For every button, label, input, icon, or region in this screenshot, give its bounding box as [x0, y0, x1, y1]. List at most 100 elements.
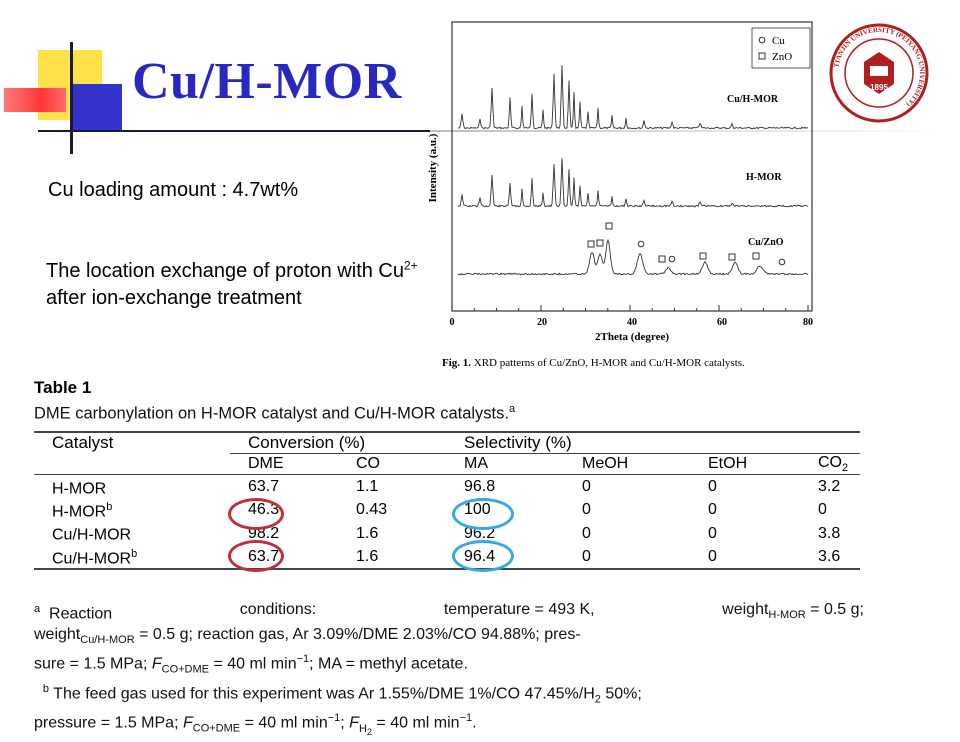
footnote-a-head-wrap: a Reaction — [34, 600, 112, 625]
footnote-a-line3-pre: sure = 1.5 MPa; — [34, 655, 152, 673]
legend-cu-marker — [758, 36, 766, 44]
catalyst-name: Cu/H-MOR — [52, 550, 132, 567]
zno-peak-marker — [605, 222, 613, 230]
xtick-40: 40 — [627, 317, 637, 328]
slide-title: Cu/H-MOR — [132, 53, 402, 110]
table-label: Table 1 — [34, 378, 92, 397]
zno-peak-marker — [752, 252, 760, 260]
footnote-a-line3-post: ; MA = methyl acetate. — [309, 655, 468, 673]
cell-co: 0.43 — [356, 501, 388, 519]
table-row: Cu/H-MORb 63.7 1.6 96.4 0 0 3.6 — [34, 544, 860, 571]
footnote-a-line2-rest: = 0.5 g; reaction gas, Ar 3.09%/DME 2.03… — [134, 626, 581, 644]
table-row: Cu/H-MOR 98.2 1.6 96.2 0 0 3.8 — [34, 521, 860, 544]
catalyst-name: H-MOR — [52, 503, 107, 521]
footnote-b-line2-f: F — [182, 714, 193, 732]
footnote-b-line1-text: The feed gas used for this experiment wa… — [49, 685, 595, 703]
cell-ma: 96.8 — [446, 473, 564, 499]
group-conversion: Conversion (%) — [230, 430, 446, 454]
location-text-sup: 2+ — [404, 258, 418, 273]
table-title: DME carbonylation on H-MOR catalyst and … — [34, 398, 864, 425]
sub-co2-base: CO — [818, 453, 842, 471]
footnote-a-weight-sub: H-MOR — [768, 609, 806, 622]
cell-co2: 3.2 — [800, 473, 860, 499]
curve-label-h-mor: H-MOR — [746, 172, 782, 183]
cu-peak-marker — [637, 240, 645, 248]
table-title-sup: a — [508, 403, 516, 415]
zno-peak-marker — [587, 240, 595, 248]
cell-catalyst: H-MORb — [34, 498, 230, 521]
sub-co2: CO2 — [800, 453, 860, 474]
xtick-20: 20 — [537, 317, 547, 328]
xrd-xticks — [451, 305, 809, 311]
decor-blue-block — [70, 84, 122, 132]
footnote-a-line2-weight: weight — [34, 626, 81, 644]
xrd-curve-cu-zno — [457, 238, 809, 276]
footnote-b-line1-end: 50%; — [600, 685, 642, 703]
cell-co2: 0 — [818, 501, 827, 519]
curve-label-cu-zno: Cu/ZnO — [748, 237, 784, 248]
figure-caption: Fig. 1. XRD patterns of Cu/ZnO, H-MOR an… — [442, 357, 745, 369]
footnote-a-line3-f: F — [151, 655, 162, 673]
legend-zno-marker — [758, 52, 766, 60]
cell-catalyst: Cu/H-MORb — [34, 544, 230, 571]
footnote-a-line3-sub: CO+DME — [161, 663, 209, 676]
xrd-legend-box — [751, 27, 811, 69]
cell-co: 1.6 — [356, 524, 379, 542]
footnote-b-line2-val: = 40 ml min — [240, 714, 328, 732]
curve-label-cu-h-mor: Cu/H-MOR — [727, 94, 779, 105]
table-row: H-MOR 63.7 1.1 96.8 0 0 3.2 — [34, 473, 860, 499]
footnote-a-line1: a Reaction conditions: temperature = 493… — [34, 600, 864, 625]
xrd-ylabel: Intensity (a.u.) — [427, 133, 439, 202]
footnote-a-line3: sure = 1.5 MPa; FCO+DME = 40 ml min−1; M… — [34, 650, 864, 680]
xtick-0: 0 — [450, 317, 455, 328]
zno-peak-marker — [699, 252, 707, 260]
footnote-b-line2-sub: CO+DME — [192, 722, 241, 735]
footnote-a-weight: weight — [722, 601, 769, 618]
footnote-b-line2-end: . — [472, 714, 477, 732]
decor-vertical-line — [70, 42, 73, 154]
location-text-pre: The location exchange of proton with Cu — [46, 260, 404, 282]
location-exchange-text: The location exchange of proton with Cu2… — [46, 258, 436, 312]
dme-table: Catalyst Conversion (%) Selectivity (%) … — [34, 430, 860, 571]
sub-dme: DME — [248, 454, 284, 472]
highlight-circle-blue-cuhmor-ma — [452, 540, 514, 572]
sub-meoh: MeOH — [582, 454, 629, 472]
footnote-a-conditions: conditions: — [239, 601, 317, 618]
zno-peak-marker — [658, 255, 666, 263]
footnote-b-line2-sub2-h: H — [358, 722, 367, 735]
zno-peak-marker — [728, 253, 736, 261]
catalyst-sup: b — [131, 547, 138, 560]
location-text-post: after ion-exchange treatment — [46, 287, 302, 309]
caption-label: Fig. 1. — [442, 357, 472, 369]
cu-peak-marker — [778, 258, 786, 266]
xrd-frame — [451, 21, 813, 312]
footnote-b-line2-mid: ; — [340, 714, 350, 732]
footnote-a-line3-val: = 40 ml min — [209, 655, 297, 673]
xtick-60: 60 — [717, 317, 727, 328]
footnote-a-weight-val: = 0.5 g; — [805, 601, 864, 618]
table-subheader-row: DME CO MA MeOH EtOH CO2 — [34, 453, 860, 474]
cell-etoh: 0 — [690, 544, 800, 571]
footnote-b-line2: pressure = 1.5 MPa; FCO+DME = 40 ml min−… — [34, 709, 864, 742]
legend-zno-label: ZnO — [772, 51, 792, 63]
cuzno-peak-markers — [587, 222, 786, 266]
seal-year: 1895 — [870, 83, 888, 92]
footnote-a-line3-exp: −1 — [296, 653, 310, 666]
sub-co: CO — [356, 454, 380, 472]
footnote-a-mark: a — [34, 603, 41, 615]
cell-meoh: 0 — [564, 544, 690, 571]
table-row: H-MORb 46.3 0.43 100 0 0 0 — [34, 498, 860, 521]
cell-meoh: 0 — [582, 524, 591, 542]
footnote-b-line2-exp2: −1 — [459, 712, 473, 725]
catalyst-sup: b — [106, 501, 113, 514]
sub-etoh: EtOH — [708, 454, 748, 472]
table-footnotes: a Reaction conditions: temperature = 493… — [34, 600, 864, 742]
caption-text: XRD patterns of Cu/ZnO, H-MOR and Cu/H-M… — [471, 357, 745, 369]
cell-meoh: 0 — [582, 501, 591, 519]
sub-co2-sub: 2 — [842, 461, 849, 474]
decor-title-underline-fade — [430, 130, 950, 132]
legend-cu-label: Cu — [772, 35, 785, 47]
xrd-figure: Cu ZnO Cu/H-MOR H-MOR Cu/ZnO Intensity (… — [427, 21, 813, 343]
decor-title-underline — [38, 130, 430, 132]
cell-etoh: 0 — [708, 524, 717, 542]
